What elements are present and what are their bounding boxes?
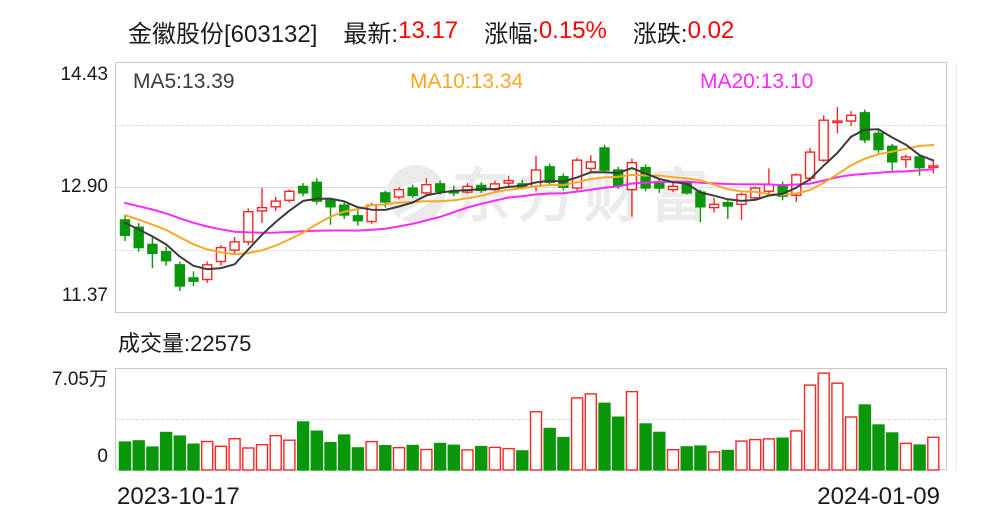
change-value: 0.02 bbox=[687, 17, 735, 44]
x-axis-end-date: 2024-01-09 bbox=[817, 483, 940, 510]
price-tick-min: 11.37 bbox=[61, 285, 108, 306]
x-axis-start-date: 2023-10-17 bbox=[117, 483, 240, 510]
change-group: 涨跌: 0.02 bbox=[633, 14, 734, 49]
right-edge-rule bbox=[956, 63, 957, 470]
change-label: 涨跌: bbox=[632, 20, 688, 48]
latest-value: 13.17 bbox=[398, 17, 459, 44]
stock-name-code: 金徽股份[603132] bbox=[128, 20, 318, 48]
latest-label: 最新: bbox=[343, 20, 399, 48]
change-pct-label: 涨幅: bbox=[484, 20, 539, 48]
volume-header: 成交量:22575 bbox=[118, 326, 251, 358]
latest-price-group: 最新: 13.17 bbox=[343, 14, 458, 49]
change-pct-group: 涨幅: 0.15% bbox=[484, 14, 607, 49]
volume-label: 成交量: bbox=[118, 331, 191, 356]
ma5-legend: MA5:13.39 bbox=[133, 70, 235, 93]
volume-tick-min: 0 bbox=[97, 446, 108, 467]
change-pct-value: 0.15% bbox=[538, 17, 607, 44]
ma20-legend: MA20:13.10 bbox=[700, 70, 814, 93]
price-gridline-lower bbox=[116, 250, 946, 251]
price-tick-mid: 12.90 bbox=[60, 176, 108, 197]
price-tick-max: 14.43 bbox=[60, 64, 108, 85]
volume-tick-max: 7.05万 bbox=[52, 369, 108, 390]
price-gridline-upper bbox=[116, 125, 946, 126]
volume-value: 22575 bbox=[190, 331, 252, 356]
chart-header: 金徽股份[603132] 最新: 13.17 涨幅: 0.15% 涨跌: 0.02 bbox=[128, 14, 760, 49]
ma10-legend: MA10:13.34 bbox=[410, 70, 524, 93]
